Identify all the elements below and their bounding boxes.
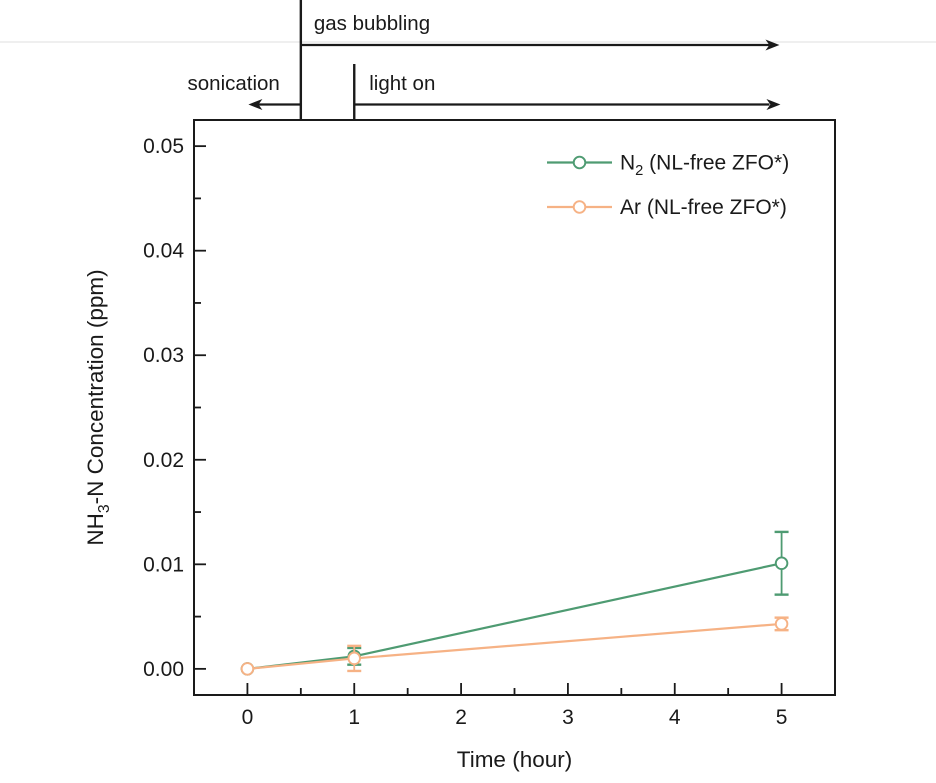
axis-ticks: 0 1 2 3 4 5 0.00 0.01 0.02 0.03 0.04 0.05: [143, 135, 787, 729]
series-ar: [240, 616, 789, 676]
x-tick-label: 1: [348, 706, 360, 729]
legend-item-n2: N2 (NL-free ZFO*): [547, 152, 789, 180]
x-axis-title: Time (hour): [457, 747, 572, 772]
x-tick-label: 4: [669, 706, 681, 729]
x-tick-label: 0: [242, 706, 254, 729]
y-tick-label: 0.05: [143, 135, 184, 158]
gas-bubbling-label: gas bubbling: [314, 12, 430, 35]
gas-bubbling-annotation: gas bubbling: [299, 0, 780, 120]
n2-line: [247, 562, 782, 670]
x-tick-label: 2: [455, 706, 467, 729]
ar-marker: [240, 662, 255, 676]
n2-marker: [774, 556, 789, 571]
sonication-label: sonication: [188, 72, 280, 95]
legend: N2 (NL-free ZFO*) Ar (NL-free ZFO*): [547, 152, 789, 219]
legend-item-ar: Ar (NL-free ZFO*): [547, 196, 787, 219]
light-on-arrowhead: [766, 99, 781, 110]
legend-label-n2: N2 (NL-free ZFO*): [620, 152, 789, 180]
series-n2: [240, 530, 789, 676]
ar-marker: [347, 651, 362, 666]
ar-marker: [774, 617, 789, 631]
y-tick-label: 0.03: [143, 344, 184, 367]
y-axis-title: NH3-N Concentration (ppm): [83, 269, 113, 545]
legend-marker-n2: [572, 155, 587, 170]
sonication-arrowhead: [248, 99, 263, 110]
light-on-label: light on: [369, 72, 435, 95]
y-tick-label: 0.02: [143, 449, 184, 472]
legend-label-ar: Ar (NL-free ZFO*): [620, 196, 787, 219]
sonication-annotation: sonication: [188, 72, 301, 110]
x-tick-label: 5: [776, 706, 788, 729]
y-tick-label: 0.01: [143, 553, 184, 576]
x-tick-label: 3: [562, 706, 574, 729]
legend-marker-ar: [572, 200, 587, 214]
y-tick-label: 0.04: [143, 240, 184, 263]
light-on-annotation: light on: [353, 64, 781, 120]
ar-line: [247, 622, 782, 670]
y-tick-label: 0.00: [143, 658, 184, 681]
gas-bubbling-arrowhead: [765, 39, 780, 51]
